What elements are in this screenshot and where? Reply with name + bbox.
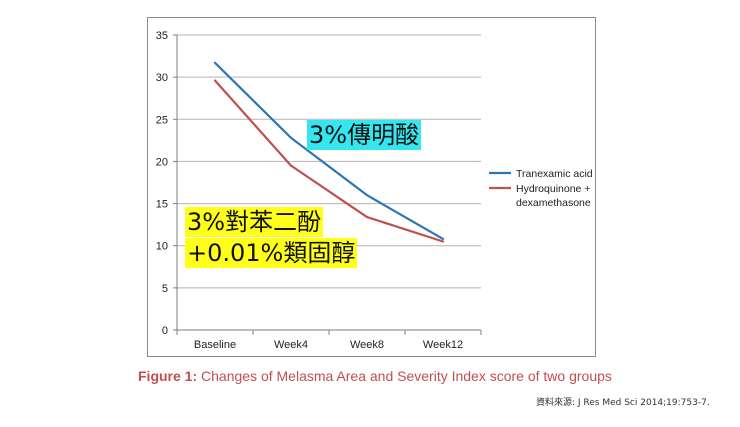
legend-label: dexamethasone <box>516 197 591 209</box>
caption-text: Changes of Melasma Area and Severity Ind… <box>197 368 612 384</box>
y-tick-label: 5 <box>162 283 168 295</box>
caption-label: Figure 1: <box>138 368 198 384</box>
source-citation: 資料來源: J Res Med Sci 2014;19:753-7. <box>536 398 710 408</box>
x-tick-label: Week12 <box>423 339 463 351</box>
annotation-hydroquinone-line1: 3%對苯二酚 <box>185 207 324 237</box>
legend-label: Hydroquinone + <box>516 183 590 195</box>
y-tick-label: 15 <box>156 199 168 211</box>
y-tick-label: 20 <box>156 156 168 168</box>
legend-label: Tranexamic acid <box>516 168 593 180</box>
x-tick-label: Baseline <box>194 339 236 351</box>
y-tick-label: 30 <box>156 72 168 84</box>
series-line <box>213 79 445 243</box>
series-line <box>213 61 445 241</box>
chart-frame <box>147 17 596 357</box>
y-tick-label: 25 <box>156 114 168 126</box>
x-tick-label: Week4 <box>274 339 308 351</box>
annotation-tranexamic: 3%傳明酸 <box>307 120 422 150</box>
x-tick-label: Week8 <box>350 339 384 351</box>
y-tick-label: 0 <box>162 325 168 337</box>
y-tick-label: 10 <box>156 241 168 253</box>
figure-caption: Figure 1: Changes of Melasma Area and Se… <box>138 368 612 384</box>
y-tick-label: 35 <box>156 30 168 42</box>
annotation-hydroquinone-line2: +0.01%類固醇 <box>185 238 358 268</box>
